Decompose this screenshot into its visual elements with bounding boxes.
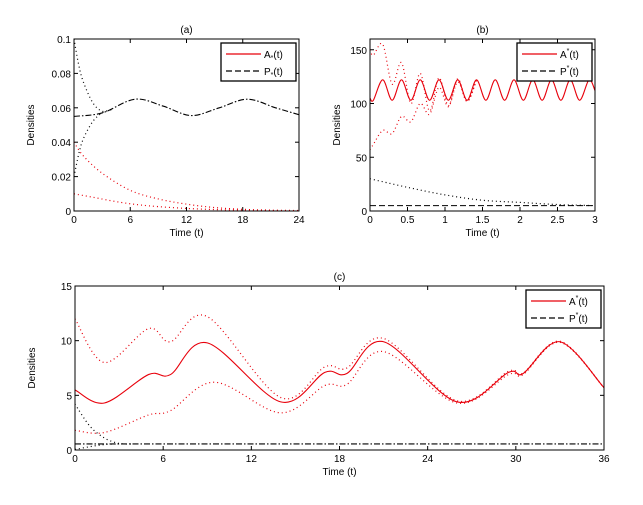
axes-box — [369, 38, 596, 212]
series-line-a-t — [370, 79, 595, 102]
series-line-a-upper-bound — [74, 141, 299, 211]
legend-label-suffix: (t) — [273, 67, 282, 78]
x-axis-label: Time (t) — [169, 228, 203, 239]
x-axis-label: Time (t) — [322, 467, 356, 478]
x-tick-label: 0 — [71, 215, 77, 226]
subplot-b: (b) Time (t) Densities 0 0.5 1 1.5 2 2.5 3 0 50 100 1… — [332, 25, 598, 239]
x-tick-label: 36 — [598, 454, 610, 465]
legend-label-base: P — [560, 67, 567, 78]
x-tick-label: 2.5 — [551, 215, 565, 226]
chart-title: (a) — [180, 25, 192, 36]
legend-label: A*(t) — [560, 48, 579, 61]
legend-label-suffix: (t) — [578, 297, 587, 308]
series-group — [75, 314, 604, 450]
axes-box — [73, 38, 300, 212]
legend-label-mark: * — [271, 55, 274, 62]
legend-label-base: P — [264, 67, 271, 78]
legend-label: P*(t) — [569, 312, 588, 325]
legend-label: A*(t) — [569, 295, 588, 308]
legend-label-mark: * — [567, 65, 570, 72]
y-tick-label: 0 — [361, 207, 367, 218]
x-tick-label: 0 — [367, 215, 373, 226]
subplot-c: (c) Time (t) Densities 0 6 12 18 24 30 36 0 5 10 15 A*… — [27, 272, 610, 478]
x-axis-label: Time (t) — [465, 228, 499, 239]
x-tick-label: 18 — [237, 215, 249, 226]
plot-area — [75, 286, 604, 450]
x-tick-label: 12 — [181, 215, 193, 226]
chart-title: (c) — [334, 272, 346, 283]
axes-box — [74, 285, 605, 451]
legend-label-suffix: (t) — [569, 50, 578, 61]
x-tick-label: 2 — [517, 215, 523, 226]
y-tick-label: 150 — [350, 46, 367, 57]
series-line-a-upper-bound — [370, 42, 478, 112]
y-tick-label: 15 — [61, 282, 73, 293]
series-line-p-lower-bound — [74, 108, 112, 177]
x-tick-label: 1.5 — [476, 215, 490, 226]
series-group — [74, 39, 299, 211]
x-tick-label: 24 — [422, 454, 434, 465]
chart-title: (b) — [476, 25, 488, 36]
legend-label-base: A — [264, 50, 271, 61]
legend: A*(t)P*(t) — [220, 42, 297, 82]
y-tick-label: 10 — [61, 337, 73, 348]
y-tick-label: 0.04 — [52, 138, 72, 149]
legend-label: A*(t) — [264, 50, 283, 62]
legend-label-suffix: (t) — [569, 67, 578, 78]
legend-box — [525, 289, 602, 329]
x-tick-label: 1 — [442, 215, 448, 226]
y-axis-label: Densities — [26, 104, 37, 145]
y-tick-label: 0.06 — [52, 104, 72, 115]
series-line-a-t — [75, 341, 604, 404]
legend-label: P*(t) — [560, 65, 579, 78]
y-axis-label: Densities — [27, 347, 38, 388]
legend-label-mark: * — [576, 295, 579, 302]
x-tick-label: 30 — [510, 454, 522, 465]
legend-label-base: A — [560, 50, 567, 61]
x-tick-label: 6 — [160, 454, 166, 465]
legend-label-mark: * — [576, 312, 579, 319]
y-tick-label: 0 — [65, 207, 71, 218]
y-tick-label: 5 — [66, 391, 72, 402]
legend-label-suffix: (t) — [273, 50, 282, 61]
y-tick-label: 0.02 — [52, 173, 72, 184]
legend-label-base: A — [569, 297, 576, 308]
y-tick-label: 0.08 — [52, 69, 72, 80]
y-tick-label: 50 — [356, 153, 368, 164]
legend-box — [516, 42, 593, 82]
y-tick-label: 0 — [66, 446, 72, 457]
legend-label-base: P — [569, 314, 576, 325]
legend: A*(t)P*(t) — [525, 289, 602, 329]
legend-label: P*(t) — [264, 67, 283, 79]
x-tick-label: 18 — [334, 454, 346, 465]
legend: A*(t)P*(t) — [516, 42, 593, 82]
legend-box — [220, 42, 297, 82]
x-tick-label: 3 — [592, 215, 598, 226]
subplot-a: (a) Time (t) Densities 0 6 12 18 24 0 0.02 0.04 0.0… — [26, 25, 305, 239]
y-axis-label: Densities — [332, 104, 343, 145]
series-line-p-t — [74, 98, 299, 117]
x-tick-label: 12 — [246, 454, 258, 465]
x-tick-label: 6 — [127, 215, 133, 226]
y-tick-label: 0.1 — [57, 35, 71, 46]
x-tick-label: 24 — [293, 215, 305, 226]
legend-label-mark: * — [567, 48, 570, 55]
legend-label-mark: * — [271, 72, 274, 79]
series-group — [370, 42, 595, 207]
series-line-p-upper-bound — [74, 39, 112, 113]
x-tick-label: 0 — [72, 454, 78, 465]
y-tick-label: 100 — [350, 100, 367, 111]
x-tick-label: 0.5 — [401, 215, 415, 226]
legend-label-suffix: (t) — [578, 314, 587, 325]
